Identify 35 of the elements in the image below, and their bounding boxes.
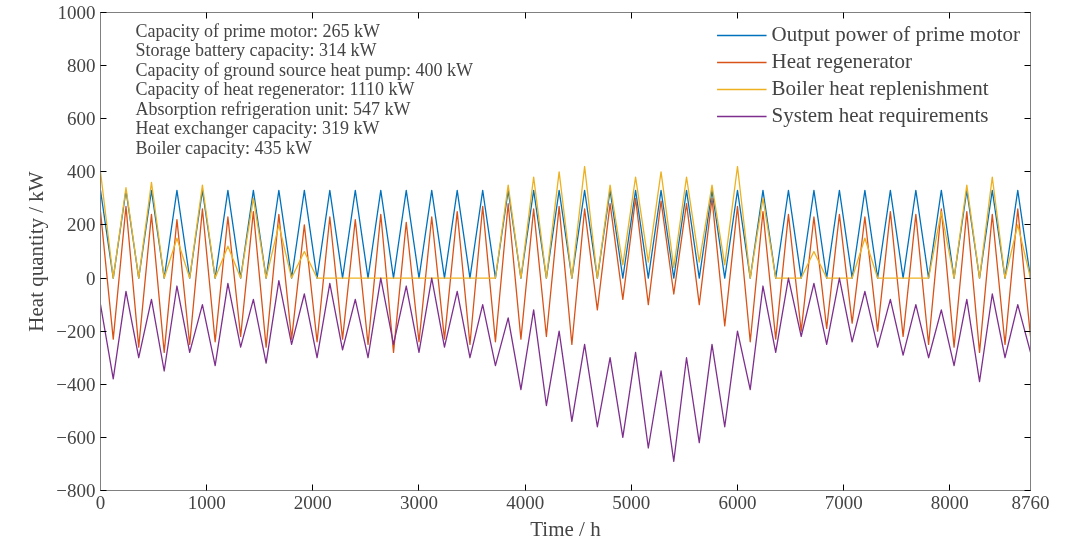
- y-tick-label: 200: [67, 214, 96, 236]
- y-tick-label: −400: [56, 373, 96, 395]
- annotation: Absorption refrigeration unit: 547 kW: [135, 98, 411, 119]
- y-tick-label: −600: [56, 426, 96, 448]
- legend-label: Boiler heat replenishment: [771, 76, 989, 101]
- y-tick-label: 0: [86, 267, 96, 289]
- y-tick-label: −200: [56, 320, 96, 342]
- x-tick-label: 8760: [1011, 491, 1050, 513]
- x-tick-label: 4000: [506, 491, 545, 513]
- line-series: [100, 197, 1031, 354]
- x-tick-label: 8000: [930, 491, 969, 513]
- annotation: Heat exchanger capacity: 319 kW: [135, 118, 380, 138]
- x-tick-label: 1000: [187, 491, 226, 513]
- y-tick-label: 800: [67, 55, 96, 77]
- y-tick-label: 1000: [57, 2, 96, 23]
- x-tick-label: 7000: [824, 491, 863, 513]
- line-series: [100, 277, 1031, 462]
- line-series: [100, 165, 1031, 279]
- annotation: Capacity of ground source heat pump: 400 kW: [135, 59, 473, 80]
- annotation: Capacity of heat regenerator: 1110 kW: [135, 79, 415, 99]
- legend-label: System heat requirements: [771, 103, 989, 128]
- annotation: Boiler capacity: 435 kW: [135, 137, 312, 158]
- y-tick-label: −800: [56, 480, 96, 501]
- x-tick-label: 3000: [399, 491, 438, 513]
- y-tick-label: 400: [67, 161, 96, 183]
- x-tick-label: 2000: [293, 491, 332, 513]
- x-tick-label: 6000: [718, 491, 757, 513]
- x-axis-title: Time / h: [530, 516, 602, 541]
- annotation: Storage battery capacity: 314 kW: [135, 40, 377, 60]
- y-axis-title: Heat quantity / kW: [24, 171, 49, 332]
- legend-label: Output power of prime motor: [771, 22, 1020, 47]
- y-tick-label: 600: [67, 108, 96, 130]
- annotation: Capacity of prime motor: 265 kW: [135, 20, 380, 41]
- x-tick-label: 5000: [612, 491, 651, 513]
- legend-label: Heat regenerator: [771, 49, 913, 74]
